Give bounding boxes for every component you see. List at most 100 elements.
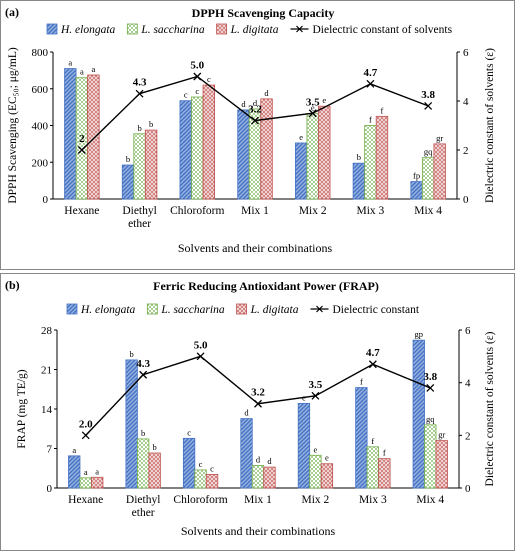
bar [412,339,425,489]
x-tick-label: Chloroform [173,494,227,506]
bar [294,142,308,200]
line-marker [308,109,317,118]
legend-label: L. saccharina [140,24,205,36]
bar-label: gq [426,414,435,424]
line-marker [368,360,377,369]
legend-swatch [146,303,158,315]
bar-label: a [92,64,96,74]
bar-label: c [210,463,214,473]
x-tick-label: Hexane [64,205,99,217]
bar-label: e [299,132,303,142]
bar-label: d [264,88,269,98]
bar [355,387,368,489]
bar [121,164,135,200]
x-tick-label: Mix 4 [416,494,444,506]
bar-label: e [322,95,326,105]
x-tick-label: Mix 4 [414,205,442,217]
bar-label: b [149,119,153,129]
y-tick-label: 200 [32,157,49,169]
bar [68,455,81,489]
line-marker [81,431,90,440]
line-value-label: 3.2 [248,104,262,116]
line-value-label: 2 [79,133,85,145]
line-marker [139,370,148,379]
bar [240,418,253,489]
y2-tick-label: 0 [465,483,471,495]
bar-label: f [381,105,384,115]
x-tick-label: Diethyl [122,205,157,217]
x-axis-title: Solvents and their combinations [178,241,333,255]
legend-label: L. digitata [250,304,299,316]
line-marker [424,101,433,110]
legend-swatch [236,303,247,315]
bar-label: gr [436,133,443,143]
line-marker [254,399,262,408]
legend-label: L. digitata [230,24,279,36]
y-tick-label: 21 [41,365,52,377]
legend-label: Dielectric constant of solvents [313,24,453,36]
line-marker [251,116,259,125]
bar-label: a [72,445,76,455]
line-value-label: 3.8 [421,89,435,101]
line-marker [311,391,320,400]
bar [248,108,262,200]
x-tick-label: Mix 2 [302,494,330,506]
bar-label: c [187,427,191,437]
bar-label: f [369,115,372,125]
y-tick-label: 400 [32,121,49,133]
line-value-label: 4.7 [364,67,378,79]
bar [251,465,265,489]
bar-label: b [153,442,157,452]
panel-label: (b) [5,278,20,292]
bar-label: d [244,408,249,418]
line-marker [135,89,144,98]
bar-label: d [267,456,272,466]
legend-marker-icon [296,25,303,33]
bar [148,452,161,489]
y2-axis-title: Dielectric constant of solvents (ε) [484,331,496,486]
legend-marker-icon [316,305,323,313]
bar [433,143,446,200]
x-axis-title: Solvents and their combinations [181,524,336,538]
bar-label: a [68,58,72,68]
bar [194,469,207,489]
bar-label: c [199,459,203,469]
x-tick-label: Mix 2 [299,205,327,217]
line-value-label: 4.3 [133,77,147,89]
legend-label: H. elongata [60,24,116,36]
x-tick-label: ether [132,507,155,519]
y-tick-label: 600 [32,84,49,96]
legend-swatch [216,23,227,35]
bar [64,68,77,200]
legend-swatch [126,23,138,35]
bar-label: b [357,152,361,162]
y2-tick-label: 2 [463,145,469,157]
y-axis-title: FRAP (mg TE/g) [16,369,28,448]
panel-dpph: (a) DPPH Scavenging Capacity H. elongata L.… [0,0,515,270]
y-tick-label: 800 [32,47,49,59]
bar [79,477,92,489]
line-marker [196,352,205,361]
legend-label: H. elongata [80,304,136,316]
bar [435,440,448,489]
bar [364,125,377,200]
legend-label: L. saccharina [160,304,225,316]
bar [410,181,423,200]
bar [378,458,391,489]
bar-label: gq [424,147,433,157]
bar [179,100,192,200]
line-value-label: 3.5 [309,379,323,391]
bar-label: d [256,454,261,464]
bar-label: e [314,444,318,454]
line-marker [193,72,202,81]
x-tick-label: Mix 1 [244,494,272,506]
y2-tick-label: 4 [465,378,471,390]
bar [306,113,319,200]
bar-label: gr [438,430,445,440]
bar-label: a [84,467,88,477]
line-value-label: 4.3 [136,358,150,370]
bar-label: a [95,466,99,476]
chart-title: Ferric Reducing Antioxidant Power (FRAP) [153,279,379,293]
bar [87,74,100,200]
